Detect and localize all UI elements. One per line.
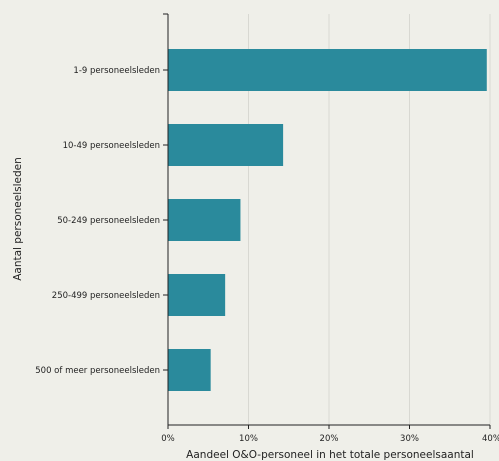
y-axis-title: Aantal personeelsleden [12,157,24,281]
x-tick-label: 30% [400,434,419,444]
y-tick-label: 10-49 personeelsleden [63,141,160,151]
y-tick-label: 500 of meer personeelsleden [35,366,160,376]
bar [168,274,226,316]
bar [168,199,241,241]
bar [168,349,211,391]
y-tick-label: 250-499 personeelsleden [52,291,160,301]
x-tick-label: 40% [482,434,499,444]
bars [168,49,487,391]
axes [163,13,491,429]
y-tick-label: 50-249 personeelsleden [57,216,160,226]
x-axis-title: Aandeel O&O-personeel in het totale pers… [186,449,474,461]
tick-labels: 0% 10% 20% 30% 40% 1-9 personeelsleden 10-49 p… [35,66,499,444]
x-tick-label: 10% [239,434,258,444]
x-tick-label: 0% [161,434,175,444]
bar [168,49,487,91]
y-tick-label: 1-9 personeelsleden [73,66,160,76]
x-tick-label: 20% [320,434,339,444]
bar [168,124,284,166]
